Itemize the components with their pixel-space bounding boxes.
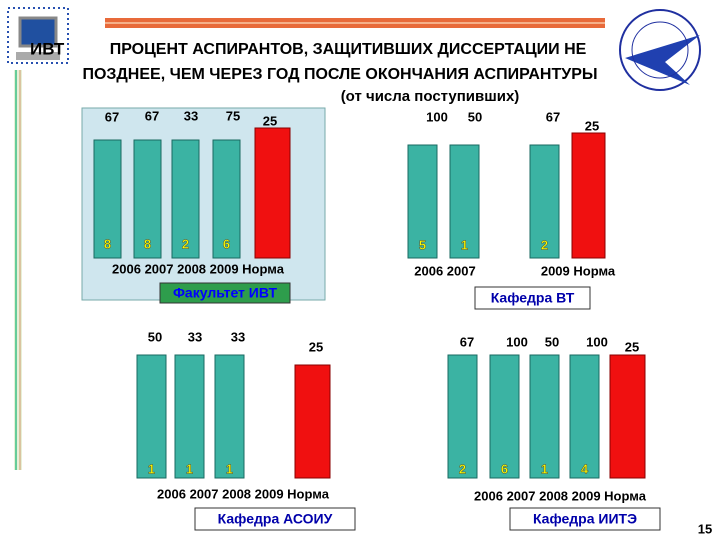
axis-label: 2009 Норма: [541, 263, 616, 278]
bar-count: 1: [461, 237, 468, 252]
bar-count: 6: [501, 461, 508, 476]
bar: [133, 139, 162, 259]
bar-top-label: 100: [506, 334, 528, 349]
bar: [529, 144, 560, 259]
bar-top-label: 100: [426, 109, 448, 124]
bar: [489, 354, 520, 479]
panel-name-box: [194, 507, 356, 531]
panel-name: Кафедра ИИТЭ: [533, 511, 637, 527]
title-line: ПРОЦЕНТ АСПИРАНТОВ, ЗАЩИТИВШИХ ДИССЕРТАЦ…: [110, 41, 587, 58]
logo: [619, 9, 701, 91]
bar: [93, 139, 122, 259]
bar-top-label: 50: [545, 334, 559, 349]
bar-count: 1: [226, 461, 233, 476]
bar-top-label: 67: [546, 109, 560, 124]
bar: [174, 354, 205, 479]
bar: [447, 354, 478, 479]
bar-top-label: 67: [145, 108, 159, 123]
axis-label: 2006 2007 2008 2009 Норма: [112, 261, 285, 276]
bar: [171, 139, 200, 259]
panel-name: Факультет ИВТ: [173, 285, 277, 301]
bar-count: 2: [182, 236, 189, 251]
left-strip: [7, 7, 69, 470]
norm-label: 25: [263, 113, 277, 128]
bar-top-label: 33: [231, 329, 245, 344]
bar-top-label: 50: [468, 109, 482, 124]
bar-count: 8: [104, 236, 111, 251]
panel-name-box: [474, 286, 591, 310]
norm-bar: [294, 364, 331, 479]
bar: [569, 354, 600, 479]
bar-top-label: 100: [586, 334, 608, 349]
bar-top-label: 67: [460, 334, 474, 349]
bar-count: 2: [459, 461, 466, 476]
bar-top-label: 67: [105, 109, 119, 124]
bar: [449, 144, 480, 259]
bar: [214, 354, 245, 479]
norm-label: 25: [585, 118, 599, 133]
bar-count: 8: [144, 236, 151, 251]
bar: [407, 144, 438, 259]
top-ruler: [105, 18, 605, 28]
norm-label: 25: [625, 339, 639, 354]
bar-top-label: 33: [184, 108, 198, 123]
subtitle: (от числа поступивших): [341, 88, 520, 105]
bar-count: 5: [419, 237, 426, 252]
bar-count: 4: [581, 461, 589, 476]
panel-name-box: [509, 507, 661, 531]
bar-count: 1: [186, 461, 193, 476]
bar: [529, 354, 560, 479]
norm-bar: [254, 127, 291, 259]
panel-name: Кафедра ВТ: [491, 290, 575, 306]
bar: [212, 139, 241, 259]
panel-name: Кафедра АСОИУ: [218, 511, 333, 527]
badge: ИВТ: [30, 39, 65, 58]
bar-top-label: 75: [226, 108, 240, 123]
page-number: 15: [698, 521, 712, 536]
norm-bar: [571, 132, 606, 259]
bar-top-label: 50: [148, 329, 162, 344]
panel-name-box: [159, 282, 291, 304]
bar-count: 6: [223, 236, 230, 251]
bar: [136, 354, 167, 479]
axis-label: 2006 2007 2008 2009 Норма: [474, 488, 647, 503]
norm-label: 25: [309, 339, 323, 354]
bar-count: 1: [541, 461, 548, 476]
axis-label: 2006 2007: [414, 263, 475, 278]
bar-count: 2: [541, 237, 548, 252]
bar-count: 1: [148, 461, 155, 476]
bar-top-label: 33: [188, 329, 202, 344]
norm-bar: [609, 354, 646, 479]
title-line: ПОЗДНЕЕ, ЧЕМ ЧЕРЕЗ ГОД ПОСЛЕ ОКОНЧАНИЯ А…: [82, 66, 597, 83]
axis-label: 2006 2007 2008 2009 Норма: [157, 486, 330, 501]
